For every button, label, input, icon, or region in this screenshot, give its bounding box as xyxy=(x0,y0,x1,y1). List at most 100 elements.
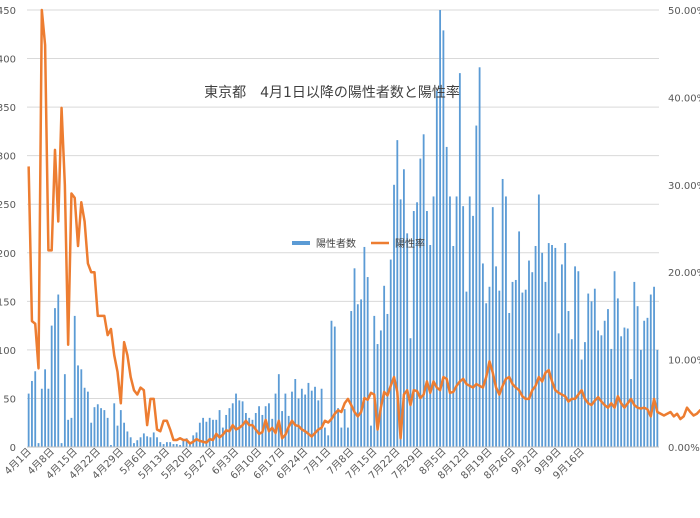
bar xyxy=(600,335,603,447)
bar xyxy=(399,199,402,447)
bar xyxy=(327,435,330,447)
y2-tick-label: 20.00% xyxy=(668,268,700,279)
legend: 陽性者数 陽性率 xyxy=(292,237,425,250)
bar xyxy=(314,386,316,447)
y-tick-label: 100 xyxy=(0,346,16,357)
bar xyxy=(165,442,168,447)
bar xyxy=(531,272,534,447)
bar xyxy=(116,425,119,447)
bar xyxy=(251,419,254,447)
bar xyxy=(294,379,297,447)
bar xyxy=(383,285,386,447)
bar xyxy=(179,445,181,447)
bar xyxy=(389,259,392,447)
bar xyxy=(379,330,382,447)
bar xyxy=(376,344,379,447)
bar xyxy=(455,196,458,447)
bar xyxy=(54,308,56,447)
bar xyxy=(277,374,280,447)
bar xyxy=(175,444,178,447)
bar xyxy=(501,178,504,447)
bar xyxy=(146,436,149,447)
y-tick-label: 200 xyxy=(0,249,16,260)
bar xyxy=(73,315,76,447)
bar xyxy=(34,371,37,447)
bar xyxy=(93,407,96,447)
bar xyxy=(50,325,53,447)
bar xyxy=(106,417,109,447)
bar xyxy=(537,194,540,447)
y-tick-label: 300 xyxy=(0,152,16,163)
bar xyxy=(208,417,211,447)
bar xyxy=(77,365,79,447)
bar xyxy=(169,442,172,447)
bar xyxy=(518,231,521,447)
bar xyxy=(475,125,478,447)
bar xyxy=(300,388,303,447)
bar xyxy=(416,202,418,447)
bar xyxy=(511,281,514,447)
bar xyxy=(235,393,237,447)
bar xyxy=(462,206,465,447)
bar xyxy=(587,293,590,447)
bar xyxy=(218,410,221,447)
bar xyxy=(100,408,102,447)
bar xyxy=(649,294,652,447)
bar xyxy=(584,342,586,447)
bar xyxy=(630,379,632,447)
bar xyxy=(202,417,205,447)
bar xyxy=(96,404,99,447)
bar xyxy=(514,279,517,447)
bar xyxy=(560,264,563,447)
y-tick-label: 0 xyxy=(10,443,16,454)
bar xyxy=(123,422,126,447)
bar xyxy=(544,281,547,447)
line-layer xyxy=(27,8,700,445)
bar xyxy=(27,393,30,447)
bar xyxy=(156,437,158,447)
bar xyxy=(340,427,343,447)
bar xyxy=(323,427,326,447)
bar xyxy=(212,419,214,447)
bar xyxy=(412,211,415,447)
bar xyxy=(449,196,451,447)
bar xyxy=(136,440,139,447)
bar xyxy=(636,306,639,447)
bar xyxy=(396,140,399,447)
bar xyxy=(435,90,438,447)
bar xyxy=(129,437,132,447)
bar xyxy=(639,349,642,447)
bar xyxy=(393,184,395,448)
bar xyxy=(458,73,461,447)
bar xyxy=(320,388,323,447)
bar xyxy=(291,391,293,447)
bar xyxy=(149,437,152,447)
bar xyxy=(633,281,636,447)
bar xyxy=(386,313,389,447)
bar xyxy=(481,263,484,447)
bar xyxy=(198,422,201,447)
bar xyxy=(119,410,122,447)
y-tick-label: 50 xyxy=(3,394,16,405)
bar xyxy=(350,311,353,447)
bar xyxy=(528,260,530,447)
bar xyxy=(478,67,481,447)
y-tick-label: 350 xyxy=(0,103,16,114)
bar xyxy=(402,169,405,448)
bar xyxy=(60,443,63,447)
bar xyxy=(317,400,320,447)
bar xyxy=(363,246,366,447)
bar xyxy=(310,390,313,447)
bar xyxy=(547,243,550,447)
bar xyxy=(442,30,445,447)
bar xyxy=(409,338,412,447)
bar xyxy=(626,328,629,447)
bar xyxy=(616,298,619,447)
bar xyxy=(86,391,89,447)
bar xyxy=(426,211,428,447)
legend-label-positivity-rate: 陽性率 xyxy=(395,237,425,250)
bar xyxy=(439,10,442,447)
bar xyxy=(574,266,576,447)
bar xyxy=(564,243,567,447)
bar xyxy=(406,233,409,447)
